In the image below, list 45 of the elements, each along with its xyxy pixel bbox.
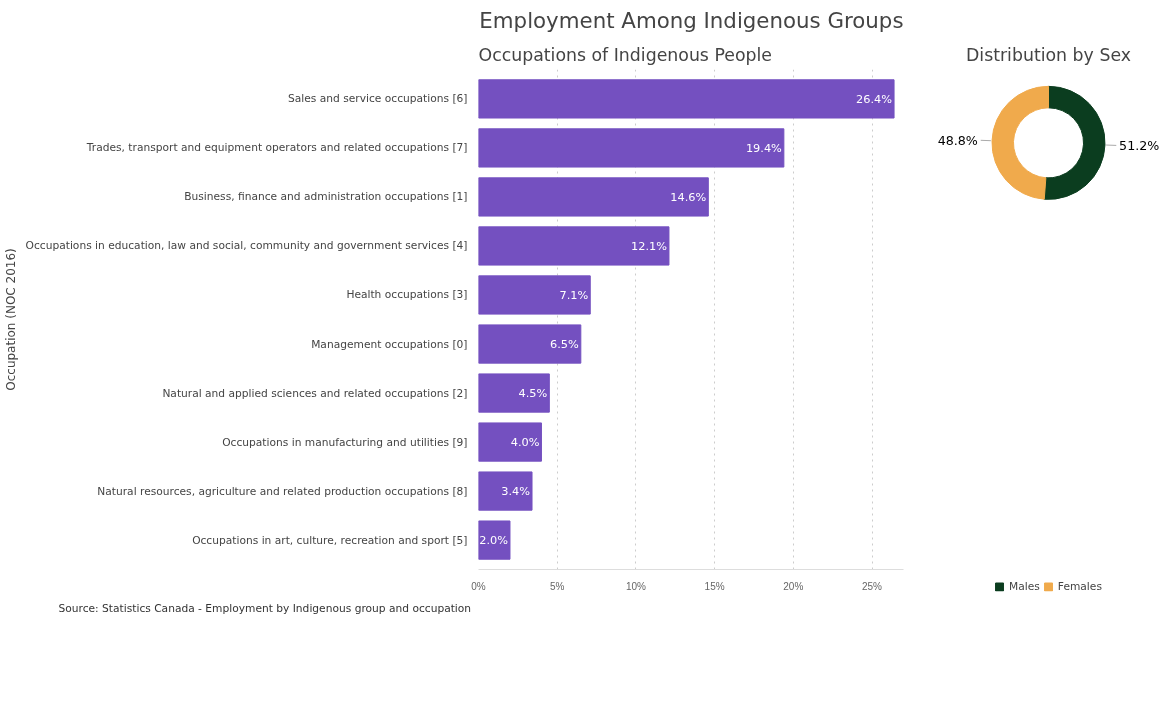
y-tick-label: Business, finance and administration occupations [1] [184,190,468,204]
bar [478,177,709,217]
y-tick-label: Occupations in art, culture, recreation and sport [5] [192,533,468,547]
y-tick-label: Occupations in manufacturing and utilities [9] [222,435,468,449]
data-label: 26.4% [856,91,893,106]
bar [478,226,670,266]
y-tick-label: Natural resources, agriculture and related production occupations [8] [97,484,468,498]
data-label: 6.5% [550,337,580,352]
bar [478,520,511,560]
y-tick-label: Health occupations [3] [346,288,468,302]
x-tick-label: 20% [783,580,804,592]
bar [478,471,533,511]
y-tick-label: Management occupations [0] [311,337,468,351]
chart-title: Employment Among Indigenous Groups [479,7,904,33]
bar [478,324,582,364]
legend-label: Males [1009,579,1040,593]
bar [478,79,895,119]
data-label: 19.4% [745,140,783,155]
x-tick-label: 15% [704,580,725,592]
x-tick-label: 25% [862,580,883,592]
bar [478,422,542,462]
x-tick-label: 5% [549,580,565,592]
y-tick-label: Occupations in education, law and social, community and government services [4] [25,239,468,253]
data-label: 7.1% [559,287,589,302]
chart-title: Distribution by Sex [966,44,1131,65]
bar [478,373,550,413]
data-label: 14.6% [670,189,707,204]
data-label: 51.2% [1119,138,1160,154]
y-tick-label: Natural and applied sciences and related occupations [2] [162,386,468,400]
x-tick-label: 0% [471,580,486,592]
legend-label: Females [1057,579,1102,593]
data-label: 2.0% [479,533,509,548]
data-label: 12.1% [630,238,668,253]
x-tick-label: 10% [625,580,647,592]
bar [478,128,785,168]
source-note: Source: Statistics Canada - Employment by Indigenous group and occupation [58,601,472,615]
bar [478,275,591,315]
data-label: 4.5% [518,386,548,401]
y-tick-label: Sales and service occupations [6] [288,92,468,106]
y-axis-title: Occupation (NOC 2016) [3,248,18,391]
chart-subtitle: Occupations of Indigenous People [478,44,772,65]
data-label: 4.0% [510,435,540,450]
y-tick-label: Trades, transport and equipment operators and related occupations [7] [85,141,468,155]
data-label: 48.8% [937,132,978,148]
data-label: 3.4% [501,484,531,499]
